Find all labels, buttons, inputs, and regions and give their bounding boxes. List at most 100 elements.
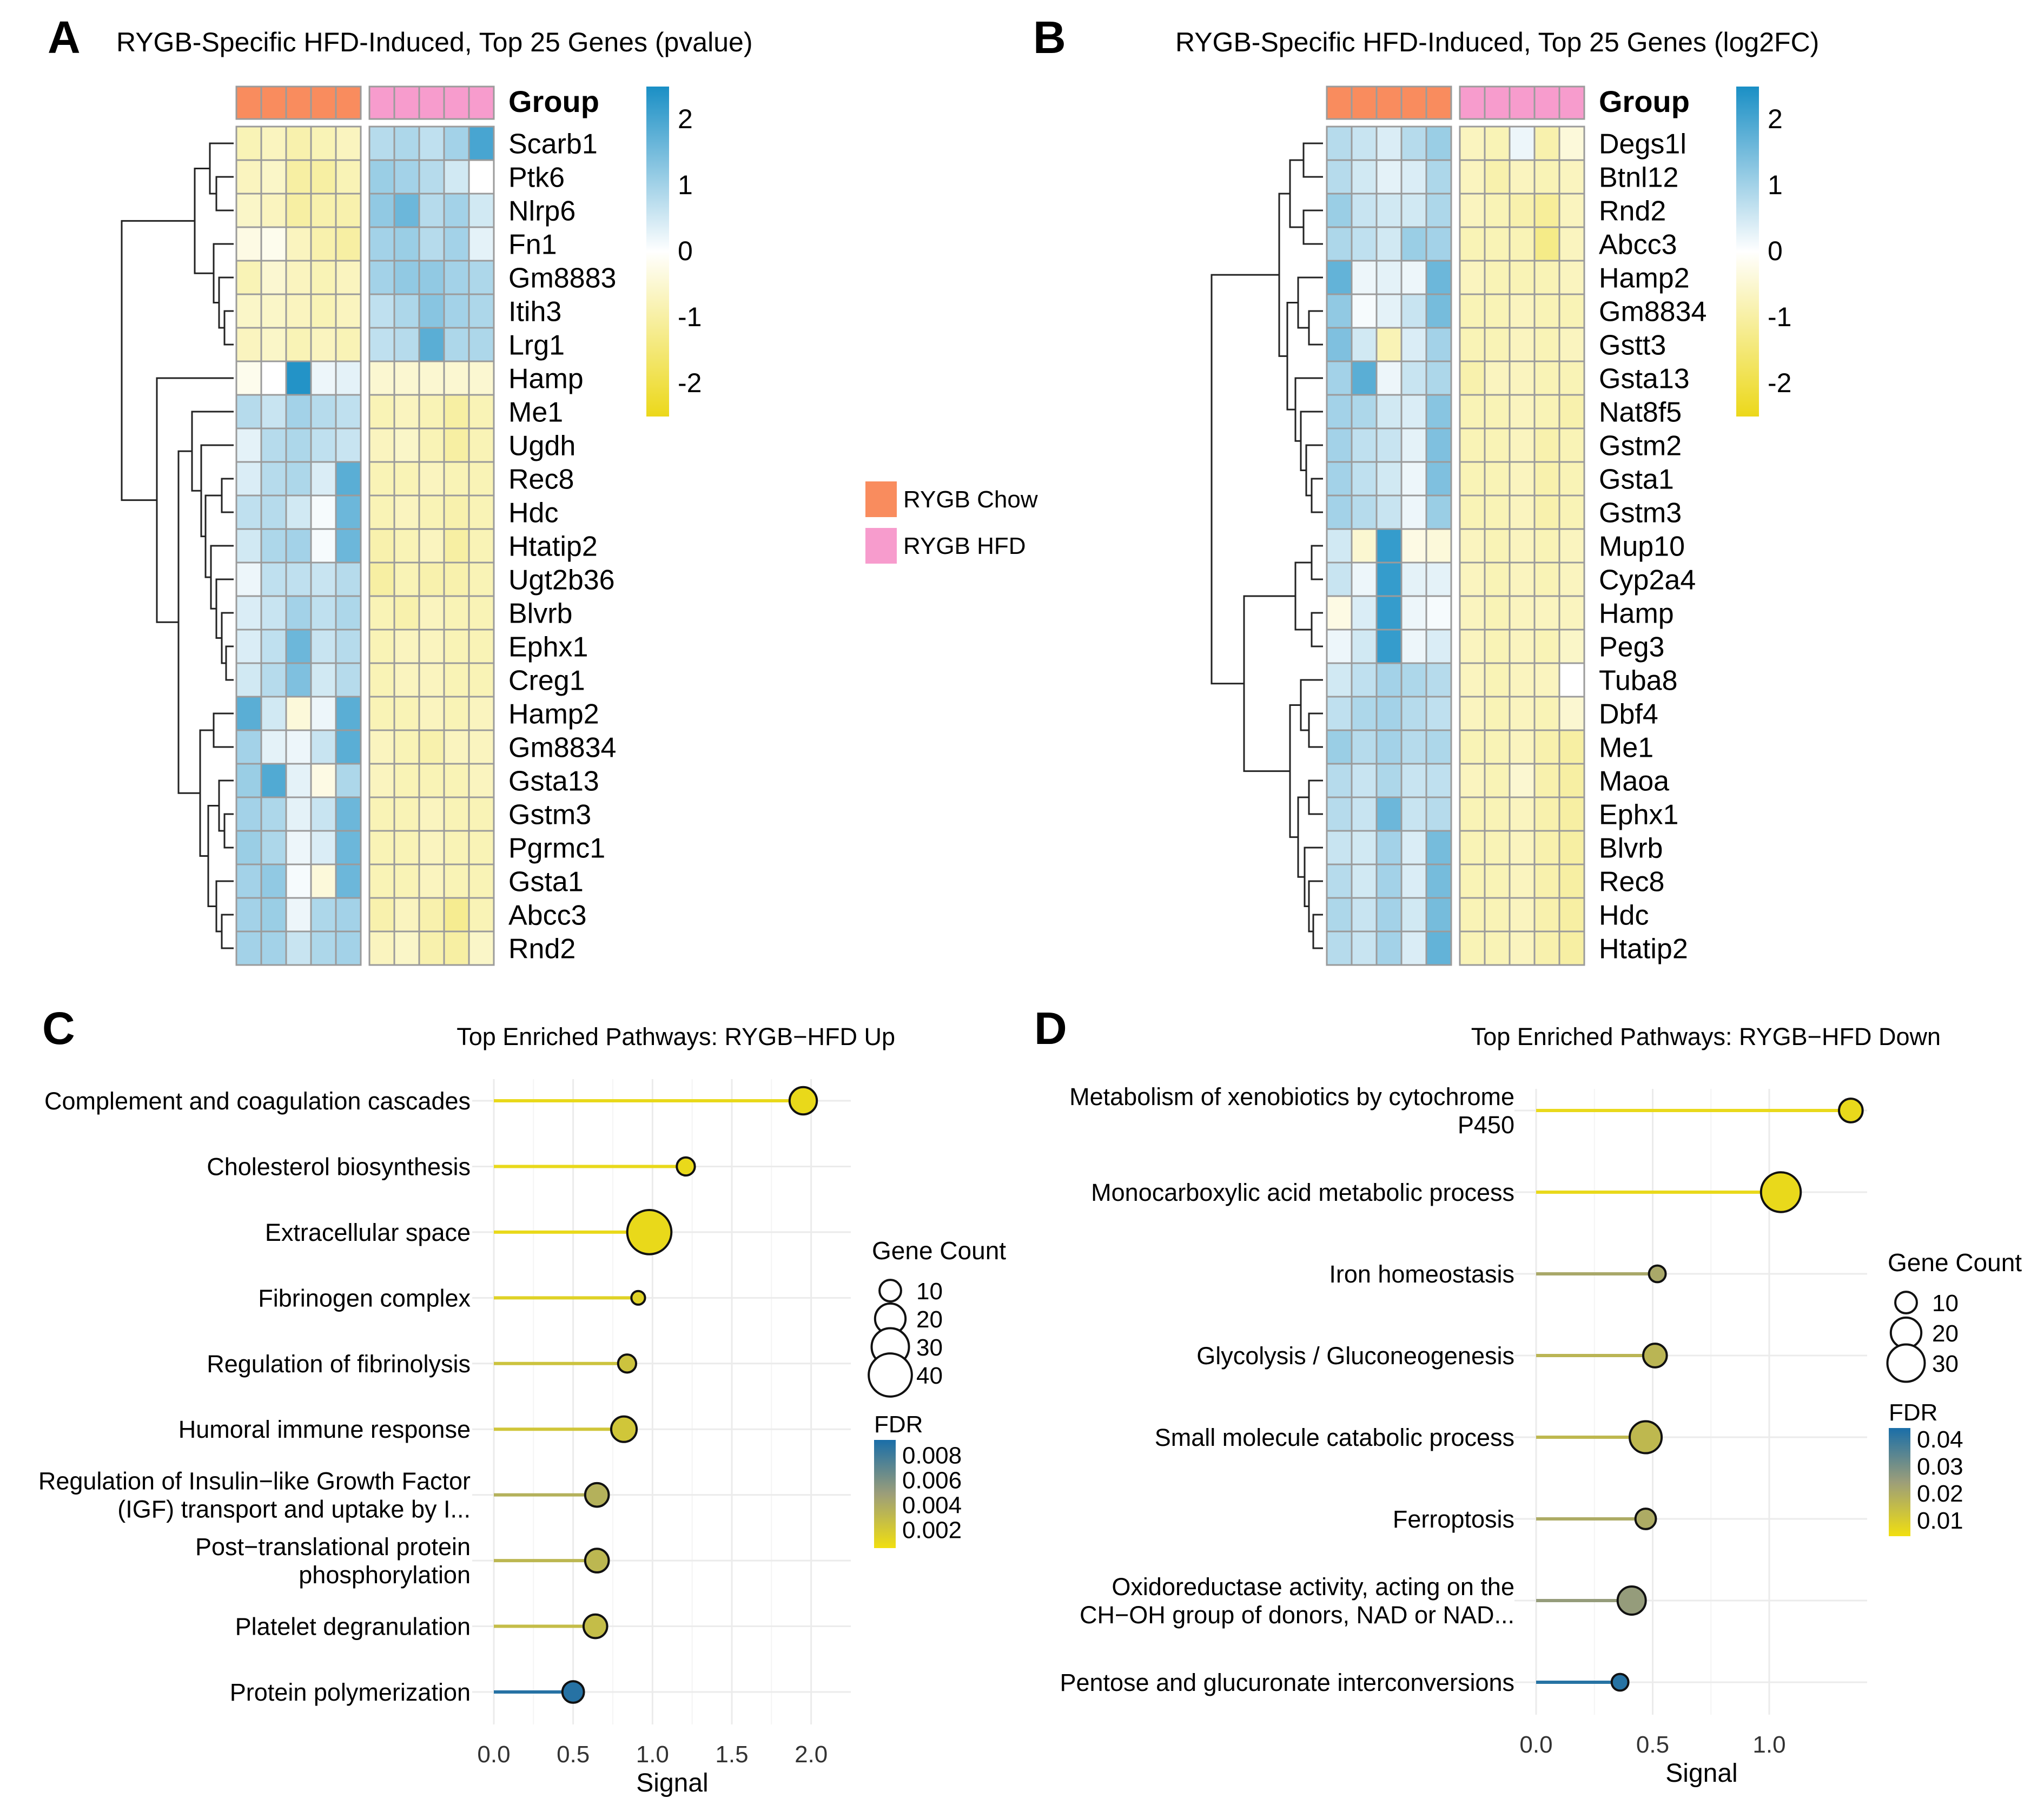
heatmap-cell xyxy=(1326,696,1353,731)
heatmap-cell xyxy=(1375,293,1403,329)
heatmap-cell xyxy=(1484,796,1511,832)
heatmap-cell xyxy=(1533,159,1560,195)
pathway-label: phosphorylation xyxy=(299,1561,471,1589)
heatmap-cell xyxy=(235,159,262,195)
lollipop-point xyxy=(1634,1508,1657,1530)
heatmap-cell xyxy=(1484,729,1511,765)
heatmap-cell xyxy=(235,696,262,731)
size-legend-label: 40 xyxy=(916,1363,943,1389)
heatmap-cell xyxy=(1425,595,1452,631)
heatmap-cell xyxy=(335,494,362,530)
heatmap-cell xyxy=(310,830,337,865)
heatmap-cell xyxy=(393,595,420,631)
heatmap-cell xyxy=(468,293,495,329)
heatmap-cell xyxy=(1558,293,1585,329)
pathway-label: Iron homeostasis xyxy=(1329,1260,1514,1288)
gene-label: Hamp xyxy=(1599,598,1674,630)
heatmap-cell xyxy=(285,260,312,295)
heatmap-cell xyxy=(393,763,420,798)
heatmap-cell xyxy=(235,327,262,362)
heatmap-cell xyxy=(1509,461,1536,497)
heatmap-cell xyxy=(393,561,420,597)
heatmap-cell xyxy=(260,729,287,765)
color-scale-tick-label: 1 xyxy=(678,170,693,200)
panel-letter-b: B xyxy=(1033,12,1066,63)
heatmap-cell xyxy=(443,897,470,933)
heatmap-cell xyxy=(1425,763,1452,798)
heatmap-cell xyxy=(1351,461,1378,497)
heatmap-cell xyxy=(393,327,420,362)
heatmap-cell xyxy=(310,260,337,295)
heatmap-cell xyxy=(310,729,337,765)
dendrogram-branch xyxy=(209,142,234,195)
heatmap-cell xyxy=(393,293,420,329)
heatmap-cell xyxy=(443,830,470,865)
dendrogram-branch xyxy=(204,494,222,578)
pathway-label: Ferroptosis xyxy=(1393,1505,1514,1533)
gene-label: Degs1l xyxy=(1599,129,1686,160)
heatmap-cell xyxy=(443,427,470,463)
heatmap-cell xyxy=(1459,159,1486,195)
heatmap-cell xyxy=(310,629,337,664)
heatmap-cell xyxy=(393,930,420,966)
heatmap-cell xyxy=(235,863,262,899)
heatmap-cell xyxy=(1509,159,1536,195)
group-header-label: Group xyxy=(508,84,599,118)
pathway-label: Cholesterol biosynthesis xyxy=(207,1153,471,1180)
heatmap-cell xyxy=(393,528,420,564)
heatmap-cell xyxy=(1459,427,1486,463)
heatmap-cell xyxy=(368,729,395,765)
heatmap-cell xyxy=(418,394,445,429)
heatmap-cell xyxy=(393,830,420,865)
gene-label: Me1 xyxy=(508,397,563,428)
pathway-label: Pentose and glucuronate interconversions xyxy=(1060,1669,1514,1696)
gene-label: Rnd2 xyxy=(508,934,576,965)
group-annotation-cell xyxy=(1484,85,1511,120)
heatmap-cell xyxy=(1351,629,1378,664)
heatmap-cell xyxy=(285,696,312,731)
heatmap-cell xyxy=(468,662,495,698)
dendrogram-branch xyxy=(1312,914,1323,949)
heatmap-cell xyxy=(1326,930,1353,966)
heatmap-cell xyxy=(368,193,395,228)
heatmap-cell xyxy=(1425,561,1452,597)
heatmap-cell xyxy=(1484,863,1511,899)
heatmap-cell xyxy=(368,394,395,429)
heatmap-cell xyxy=(1351,897,1378,933)
heatmap-cell xyxy=(235,226,262,262)
gene-label: Ugt2b36 xyxy=(508,565,615,596)
heatmap-cell xyxy=(285,662,312,698)
gene-label: Nat8f5 xyxy=(1599,397,1682,428)
heatmap-cell xyxy=(1351,796,1378,832)
lollipop-c: Complement and coagulation cascades Chole… xyxy=(38,1079,1006,1797)
heatmap-cell xyxy=(1400,193,1427,228)
chow-legend-label: RYGB Chow xyxy=(903,486,1038,513)
heatmap-cell xyxy=(335,561,362,597)
heatmap-cell xyxy=(368,897,395,933)
gene-label: Maoa xyxy=(1599,766,1669,797)
heatmap-cell xyxy=(1326,159,1353,195)
color-scale-tick-label: -1 xyxy=(1768,302,1791,332)
heatmap-cell xyxy=(1459,796,1486,832)
heatmap-cell xyxy=(1351,125,1378,161)
heatmap-cell xyxy=(1533,561,1560,597)
heatmap-cell xyxy=(393,863,420,899)
heatmap-cell xyxy=(235,125,262,161)
heatmap-cell xyxy=(1375,897,1403,933)
heatmap-cell xyxy=(1533,696,1560,731)
heatmap-cell xyxy=(1375,394,1403,429)
pathway-label: Platelet degranulation xyxy=(235,1613,471,1641)
pathway-label: CH−OH group of donors, NAD or NAD... xyxy=(1080,1601,1514,1629)
heatmap-cell xyxy=(393,729,420,765)
x-axis-label: Signal xyxy=(636,1769,708,1797)
heatmap-cell xyxy=(260,897,287,933)
dendrogram-branch xyxy=(1304,847,1323,907)
heatmap-cell xyxy=(443,763,470,798)
gene-label: Tuba8 xyxy=(1599,665,1678,697)
heatmap-cell xyxy=(1400,595,1427,631)
heatmap-cell xyxy=(1375,461,1403,497)
gene-label: Rnd2 xyxy=(1599,196,1666,227)
heatmap-cell xyxy=(310,796,337,832)
lollipop-point xyxy=(1648,1264,1667,1284)
heatmap-cell xyxy=(1375,863,1403,899)
